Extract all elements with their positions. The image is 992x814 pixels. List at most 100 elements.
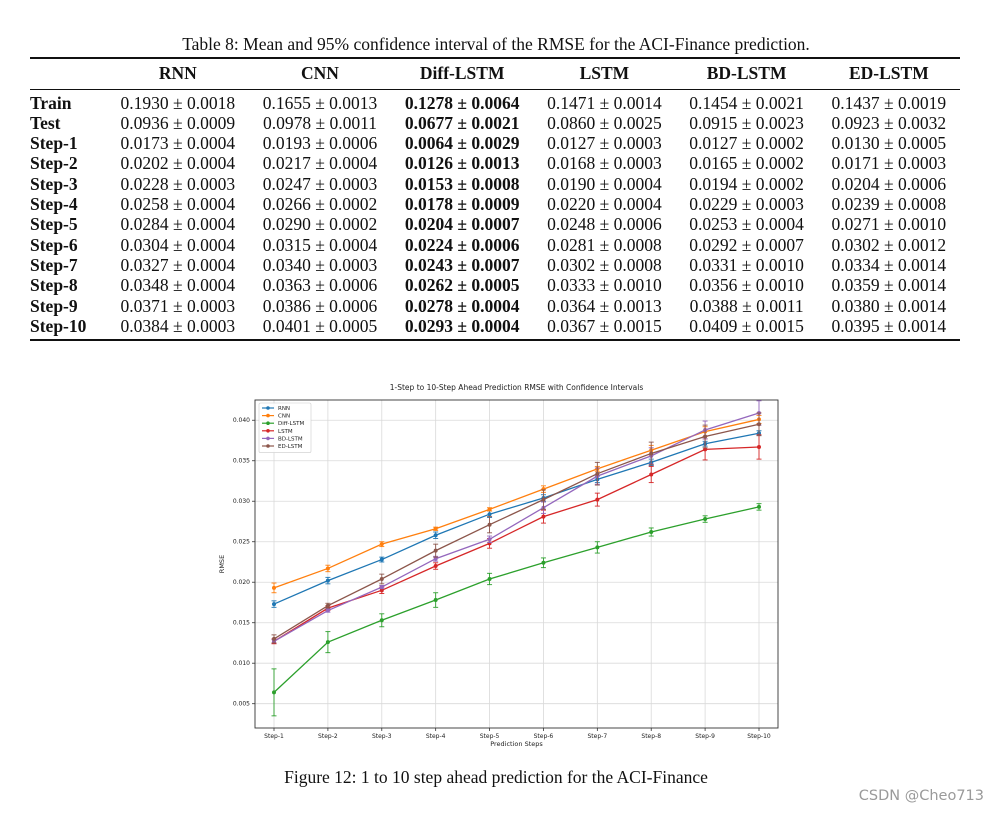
table-cell: 0.0409 ± 0.0015 xyxy=(675,315,818,341)
table-cell: 0.0168 ± 0.0003 xyxy=(547,153,662,174)
data-point xyxy=(433,598,438,603)
data-point xyxy=(757,444,761,449)
table-cell: 0.0364 ± 0.0013 xyxy=(547,295,662,316)
table-cell: 0.0304 ± 0.0004 xyxy=(120,234,236,255)
data-point xyxy=(325,603,330,608)
legend-label: LSTM xyxy=(278,429,293,435)
table-cell: 0.0178 ± 0.0009 xyxy=(404,194,520,215)
row-label: Step-10 xyxy=(30,315,107,341)
y-tick-label: 0.030 xyxy=(233,498,250,505)
table-cell: 0.0127 ± 0.0002 xyxy=(689,133,804,154)
series-line xyxy=(273,506,760,693)
column-header: BD-LSTM xyxy=(675,57,818,90)
table-cell: 0.0239 ± 0.0008 xyxy=(831,194,947,215)
table-header-row: RNN CNN Diff-LSTM LSTM BD-LSTM ED-LSTM xyxy=(30,57,960,90)
table-cell: 0.0173 ± 0.0004 xyxy=(120,133,236,154)
table-cell: 0.0292 ± 0.0007 xyxy=(689,234,804,255)
table-cell: 0.0217 ± 0.0004 xyxy=(262,153,378,174)
y-tick-label: 0.025 xyxy=(233,539,250,546)
table-cell: 0.0266 ± 0.0002 xyxy=(262,194,378,215)
data-point xyxy=(272,690,276,695)
table-cell: 0.0331 ± 0.0010 xyxy=(689,255,804,276)
data-point xyxy=(487,522,492,527)
legend-label: Diff-LSTM xyxy=(278,421,304,427)
data-point xyxy=(379,585,384,590)
table-caption: Table 8: Mean and 95% confidence interva… xyxy=(182,34,810,54)
table-cell: 0.0978 ± 0.0011 xyxy=(263,112,377,133)
table-cell: 0.1454 ± 0.0021 xyxy=(689,92,804,113)
table-cell: 0.0356 ± 0.0010 xyxy=(689,275,804,296)
table-cell: 0.0281 ± 0.0008 xyxy=(547,234,662,255)
table-row: Step-5 0.0284 ± 0.0004 0.0290 ± 0.0002 0.02… xyxy=(30,214,960,234)
row-label: Step-5 xyxy=(30,214,78,235)
data-point xyxy=(433,533,438,538)
data-point xyxy=(757,504,761,509)
table-cell: 0.1930 ± 0.0018 xyxy=(120,92,236,113)
data-point xyxy=(433,564,438,569)
table-cell: 0.0293 ± 0.0004 xyxy=(391,315,534,341)
y-tick-label: 0.015 xyxy=(233,620,250,627)
table-row: Step-1 0.0173 ± 0.0004 0.0193 ± 0.0006 0.00… xyxy=(30,133,960,153)
y-tick-label: 0.005 xyxy=(233,701,250,708)
legend-marker xyxy=(266,421,270,425)
table-cell: 0.0171 ± 0.0003 xyxy=(831,153,947,174)
table-cell: 0.0253 ± 0.0004 xyxy=(689,214,804,235)
x-tick-label: Step-6 xyxy=(534,733,554,740)
table-row: Step-8 0.0348 ± 0.0004 0.0363 ± 0.0006 0.02… xyxy=(30,275,960,295)
data-point xyxy=(487,576,492,581)
table-row: Step-3 0.0228 ± 0.0003 0.0247 ± 0.0003 0.01… xyxy=(30,174,960,194)
table-cell: 0.0302 ± 0.0012 xyxy=(831,234,947,255)
data-point xyxy=(541,514,546,519)
table-cell: 0.0190 ± 0.0004 xyxy=(547,173,662,194)
data-point xyxy=(433,526,438,531)
table-cell: 0.0860 ± 0.0025 xyxy=(547,112,662,133)
table-cell: 0.0315 ± 0.0004 xyxy=(262,234,378,255)
table-cell: 0.0229 ± 0.0003 xyxy=(689,194,804,215)
table-cell: 0.1655 ± 0.0013 xyxy=(262,92,378,113)
data-point xyxy=(379,618,384,623)
row-label: Step-9 xyxy=(30,295,78,316)
table-row: Step-6 0.0304 ± 0.0004 0.0315 ± 0.0004 0.02… xyxy=(30,235,960,255)
data-point xyxy=(649,472,654,477)
y-tick-label: 0.020 xyxy=(233,579,250,586)
table-cell: 0.0228 ± 0.0003 xyxy=(120,173,236,194)
legend-marker xyxy=(266,406,270,410)
table-cell: 0.0193 ± 0.0006 xyxy=(262,133,378,154)
table-cell: 0.0262 ± 0.0005 xyxy=(404,275,520,296)
table-cell: 0.0677 ± 0.0021 xyxy=(404,112,520,133)
table-cell: 0.0153 ± 0.0008 xyxy=(404,173,520,194)
table-cell: 0.0204 ± 0.0006 xyxy=(831,173,947,194)
table-cell: 0.0064 ± 0.0029 xyxy=(404,133,520,154)
table-row: Test 0.0936 ± 0.0009 0.0978 ± 0.0011 0.0677… xyxy=(30,113,960,133)
data-point xyxy=(541,497,546,502)
data-point xyxy=(272,636,276,641)
x-tick-label: Step-2 xyxy=(318,733,338,740)
table-cell: 0.0165 ± 0.0002 xyxy=(689,153,804,174)
table-cell: 0.0384 ± 0.0003 xyxy=(106,315,249,341)
results-table: RNN CNN Diff-LSTM LSTM BD-LSTM ED-LSTM T… xyxy=(30,57,960,341)
table-row: Step-7 0.0327 ± 0.0004 0.0340 ± 0.0003 0.02… xyxy=(30,255,960,275)
row-label: Step-4 xyxy=(30,194,78,215)
row-label: Step-6 xyxy=(30,234,78,255)
x-tick-label: Step-9 xyxy=(695,733,715,740)
row-label: Step-1 xyxy=(30,133,78,154)
table-cell: 0.0271 ± 0.0010 xyxy=(831,214,947,235)
data-point xyxy=(433,548,438,553)
table-cell: 0.0395 ± 0.0014 xyxy=(817,315,960,341)
x-tick-label: Step-1 xyxy=(264,733,284,740)
y-tick-label: 0.010 xyxy=(233,660,250,667)
table-cell: 0.0224 ± 0.0006 xyxy=(404,234,520,255)
table-cell: 0.0247 ± 0.0003 xyxy=(262,173,378,194)
data-point xyxy=(703,517,708,522)
table-cell: 0.0340 ± 0.0003 xyxy=(262,255,378,276)
column-header: LSTM xyxy=(533,57,676,90)
data-point xyxy=(325,640,330,645)
table-cell: 0.0327 ± 0.0004 xyxy=(120,255,236,276)
table-cell: 0.0936 ± 0.0009 xyxy=(120,112,236,133)
data-point xyxy=(325,608,330,613)
table-row: Step-9 0.0371 ± 0.0003 0.0386 ± 0.0006 0.02… xyxy=(30,296,960,316)
data-point xyxy=(325,566,330,571)
table-row: Step-4 0.0258 ± 0.0004 0.0266 ± 0.0002 0.01… xyxy=(30,194,960,214)
x-tick-label: Step-10 xyxy=(747,733,771,740)
table-cell: 0.0130 ± 0.0005 xyxy=(831,133,947,154)
